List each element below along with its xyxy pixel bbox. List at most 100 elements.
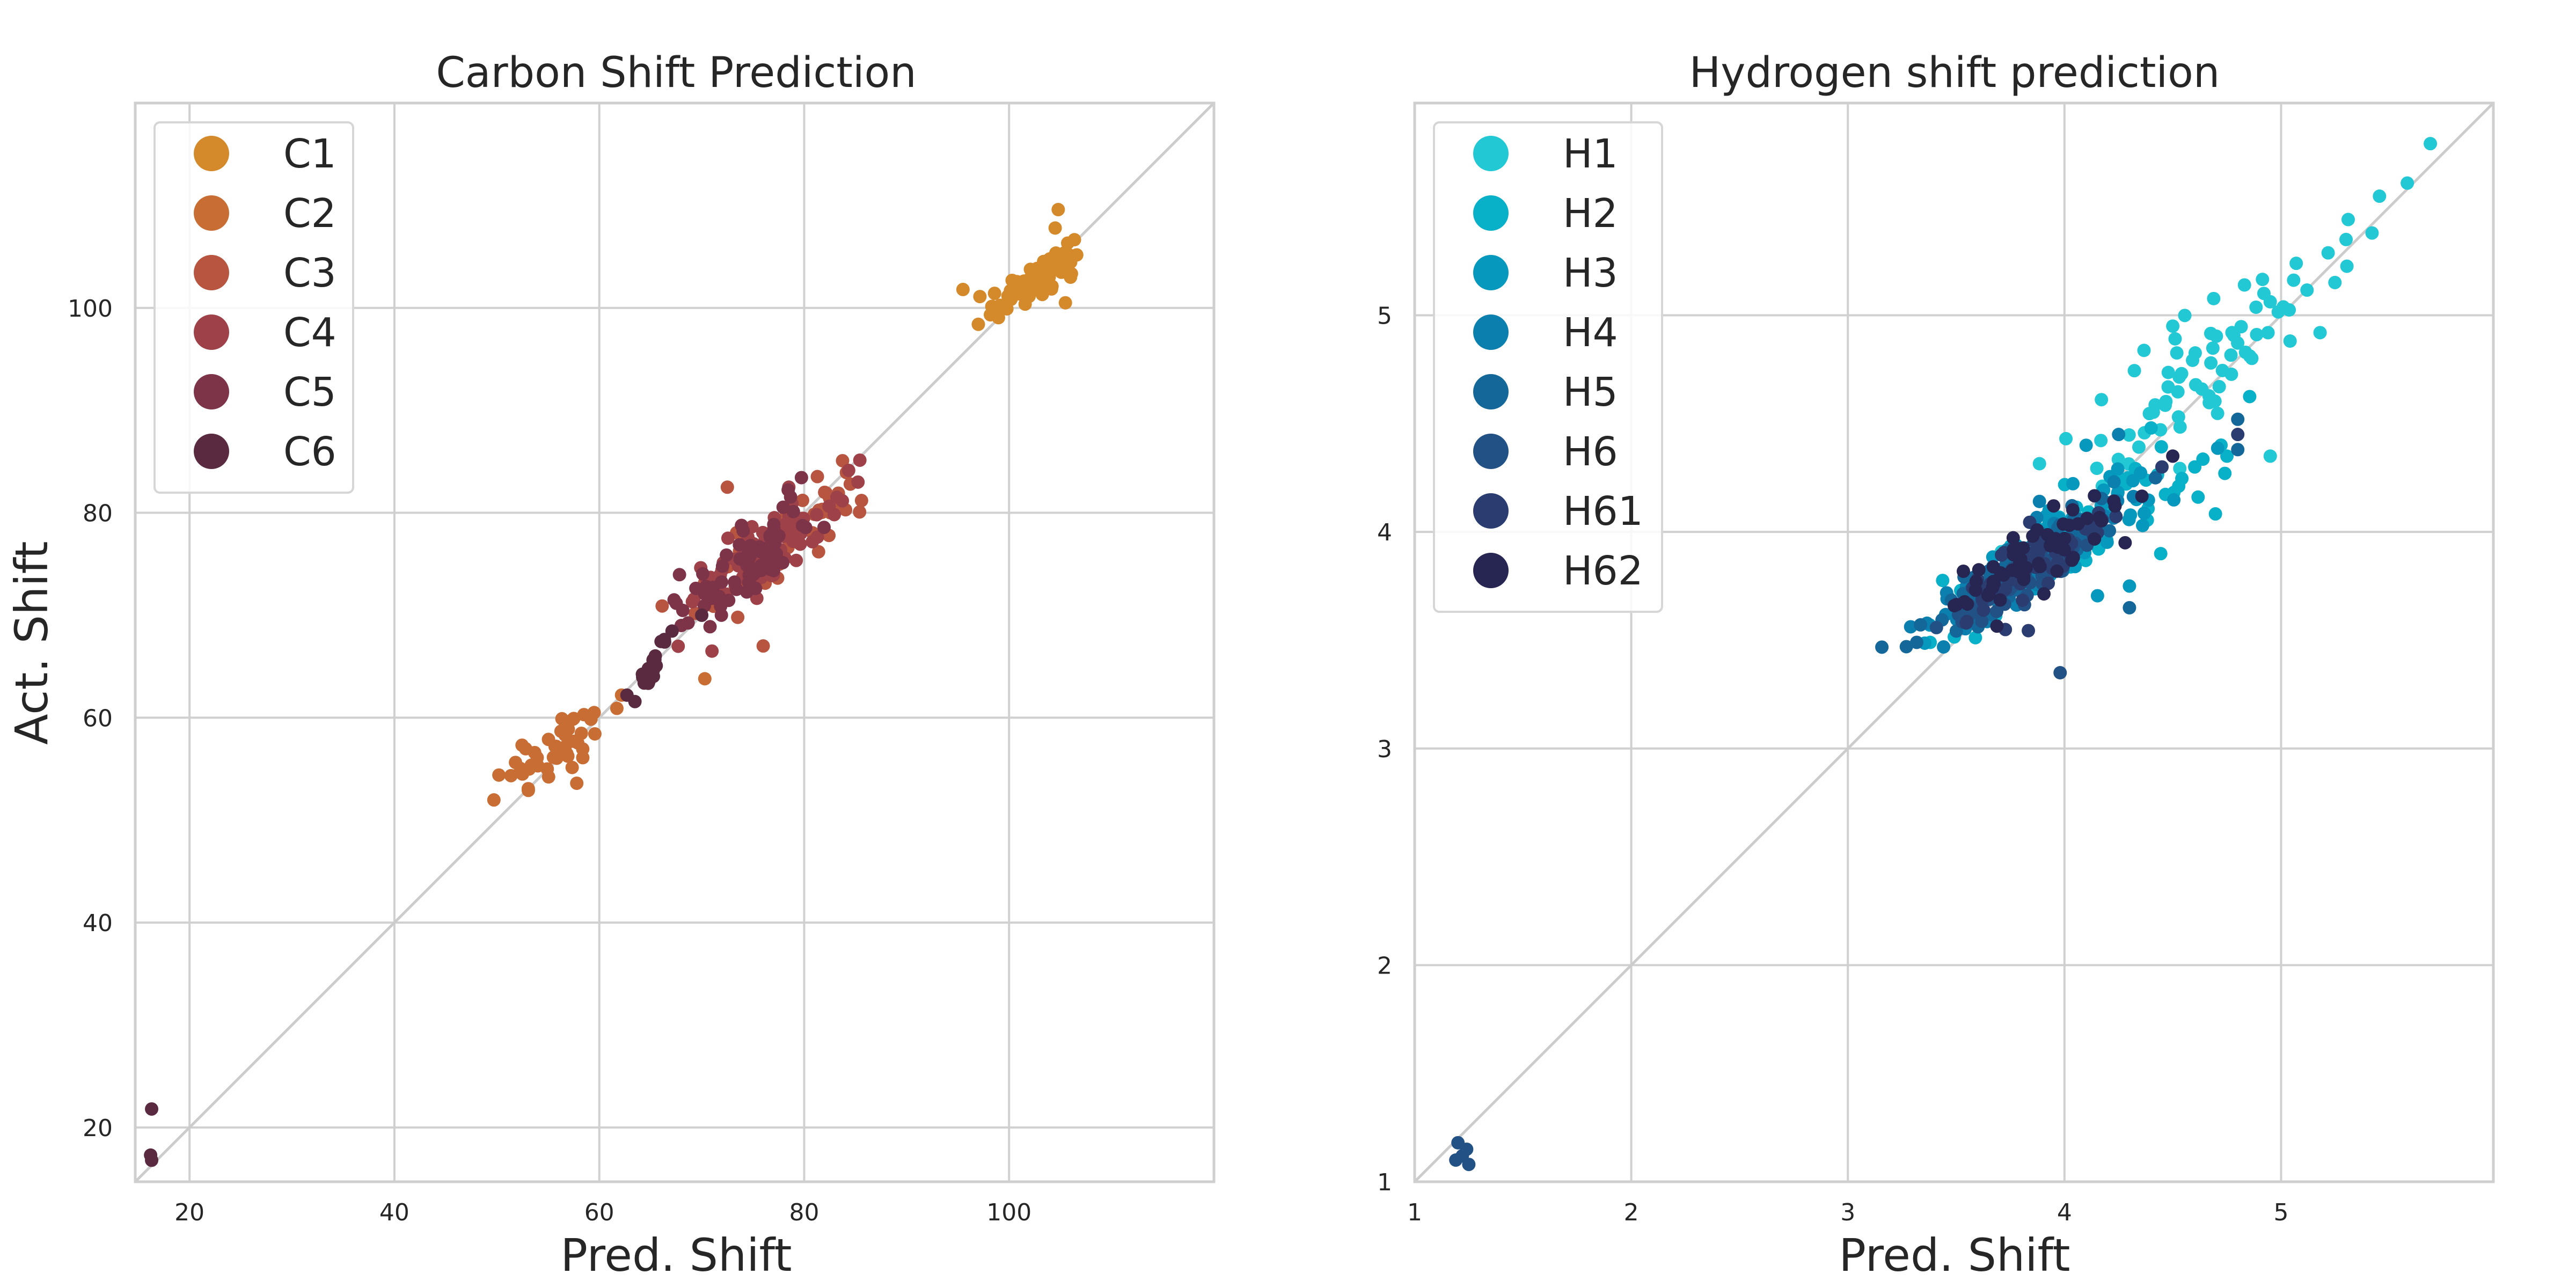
hydrogen-point-h2 [1936,574,1950,588]
hydrogen-point-h6 [1975,614,1989,628]
carbon-point-c2 [567,712,581,726]
hydrogen-point-h1 [2059,431,2073,445]
carbon-point-c1 [1064,270,1078,284]
hydrogen-point-h2 [2208,507,2222,521]
hydrogen-point-h1 [2132,440,2146,454]
carbon-point-c2 [531,759,545,773]
carbon-point-c2 [577,708,591,722]
hydrogen-legend-marker-h3 [1473,255,1509,290]
hydrogen-point-h1 [2283,334,2297,348]
hydrogen-point-h1 [2287,273,2301,287]
hydrogen-point-h62 [2032,557,2046,570]
carbon-point-c2 [552,749,566,763]
hydrogen-point-h4 [2112,428,2126,442]
hydrogen-point-h1 [2202,396,2216,409]
carbon-point-c1 [1041,273,1055,287]
carbon-plot-area: 20 40 60 80 100 20 40 60 80 100 C1 C2 C3 C4 C5 C6 [68,101,1216,1226]
hydrogen-point-h2 [2243,390,2257,404]
hydrogen-point-h2 [2144,421,2158,435]
hydrogen-point-h3 [2111,462,2125,476]
hydrogen-point-h1 [2094,434,2108,448]
hydrogen-point-h1 [2207,291,2221,305]
hydrogen-point-h62 [2050,564,2064,578]
hydrogen-point-h62 [1996,568,2010,582]
carbon-point-c3 [836,453,850,467]
carbon-point-c1 [1053,264,1067,277]
carbon-point-c1 [973,290,987,304]
carbon-legend-marker-c6 [194,434,229,469]
hydrogen-y-tick-label: 4 [1377,519,1392,546]
carbon-point-c4 [806,535,819,548]
hydrogen-point-h6 [1460,1142,1474,1156]
carbon-point-c2 [509,756,523,770]
hydrogen-point-h61 [2041,576,2055,590]
hydrogen-point-h62 [1987,577,2001,591]
hydrogen-point-h1 [2328,275,2342,289]
hydrogen-point-h1 [2206,341,2220,355]
hydrogen-point-h62 [2108,499,2122,513]
hydrogen-point-h6 [1462,1158,1476,1172]
hydrogen-point-h6 [2053,666,2067,680]
hydrogen-point-h1 [2224,367,2238,381]
hydrogen-legend-label-h2: H2 [1563,191,1618,237]
hydrogen-plot-area: 1 2 3 4 5 1 2 3 4 5 H1 H2 H3 H4 H5 H6 H61 H62 [1377,101,2495,1226]
carbon-point-c5 [667,593,681,607]
hydrogen-point-h2 [2218,466,2232,480]
carbon-point-c5 [761,543,775,557]
carbon-point-c3 [731,610,745,624]
hydrogen-point-h1 [2212,380,2226,394]
carbon-legend-label-c1: C1 [283,131,336,177]
hydrogen-point-h61 [1960,614,1974,628]
hydrogen-point-h5 [1875,640,1889,654]
carbon-point-c2 [610,701,624,715]
carbon-point-c4 [853,453,867,467]
hydrogen-point-h62 [2092,510,2106,524]
hydrogen-legend-label-h62: H62 [1563,548,1643,594]
hydrogen-point-h61 [2031,546,2045,560]
carbon-point-c4 [685,595,699,609]
carbon-point-c4 [822,499,836,513]
carbon-point-c4 [836,494,850,508]
hydrogen-point-h62 [2030,523,2044,537]
carbon-point-c2 [504,769,518,782]
carbon-point-c2 [519,742,533,756]
carbon-point-c5 [765,532,779,546]
hydrogen-point-h3 [2066,477,2080,491]
hydrogen-point-h1 [2189,378,2202,392]
carbon-point-c6 [646,663,660,677]
hydrogen-point-h62 [2088,532,2102,546]
hydrogen-point-h4 [2032,494,2046,508]
hydrogen-legend-marker-h61 [1473,493,1509,529]
carbon-point-c1 [1058,296,1072,310]
hydrogen-point-h5 [2231,443,2245,457]
hydrogen-point-h1 [2340,259,2354,273]
hydrogen-point-h62 [1981,588,1995,602]
carbon-point-c1 [1057,251,1071,265]
carbon-point-c5 [744,539,758,553]
hydrogen-point-h2 [2191,490,2205,504]
carbon-point-c6 [145,1153,159,1167]
carbon-point-c5 [746,562,760,576]
hydrogen-point-h2 [2154,547,2168,561]
carbon-point-c2 [492,768,506,782]
carbon-legend-label-c3: C3 [283,250,336,296]
hydrogen-point-h2 [2154,440,2168,454]
hydrogen-point-h5 [2148,471,2162,485]
hydrogen-legend-marker-h1 [1473,136,1509,171]
hydrogen-point-h1 [2373,189,2387,203]
hydrogen-point-h3 [2134,466,2148,480]
hydrogen-point-h1 [2261,326,2275,340]
hydrogen-legend-label-h1: H1 [1563,131,1618,177]
hydrogen-point-h61 [2109,510,2123,524]
hydrogen-legend-label-h6: H6 [1563,429,1618,475]
carbon-chart-title: Carbon Shift Prediction [436,49,916,97]
carbon-point-c5 [817,521,831,535]
hydrogen-point-h4 [2107,475,2121,489]
hydrogen-point-h62 [2047,499,2061,513]
hydrogen-point-h3 [2167,493,2181,507]
carbon-point-c2 [487,793,501,807]
carbon-point-c2 [698,672,712,686]
hydrogen-x-tick-label: 2 [1624,1199,1639,1226]
hydrogen-point-h2 [2188,460,2202,474]
hydrogen-point-h1 [2339,232,2353,246]
